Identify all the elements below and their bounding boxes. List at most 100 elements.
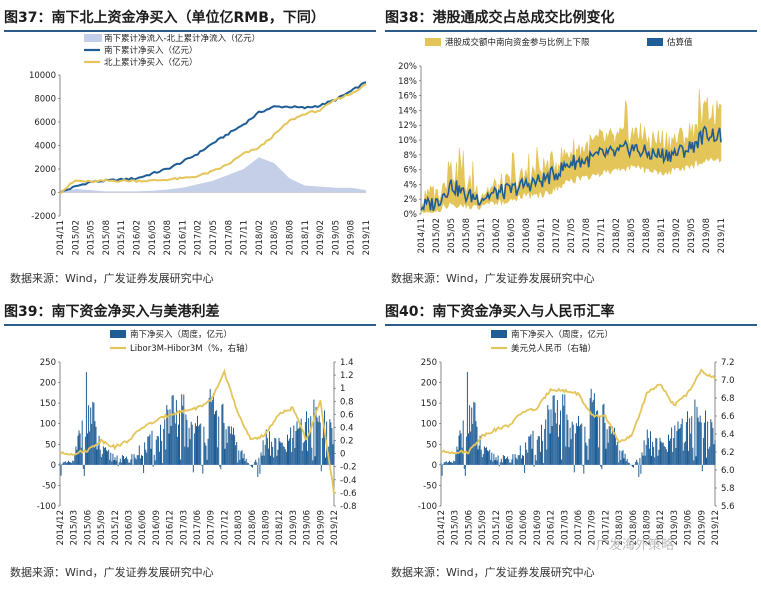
x-tick-label: 2017/08 (582, 218, 592, 253)
y-tick-label: 2000 (34, 165, 56, 175)
x-tick-label: 2018/08 (642, 218, 652, 253)
y2-tick-label: 7.2 (721, 358, 735, 368)
legend-swatch (491, 330, 507, 338)
x-tick-label: 2017/12 (601, 510, 611, 545)
x-tick-label: 2016/05 (148, 220, 158, 255)
x-tick-label: 2017/02 (194, 220, 204, 255)
y2-tick-label: 0 (340, 450, 345, 460)
x-tick-label: 2016/05 (507, 218, 517, 253)
x-tick-label: 2015/06 (83, 510, 93, 545)
x-tick-label: 2016/09 (533, 510, 543, 545)
legend-label: 南下累计净流入-北上累计净流入（亿元） (104, 34, 260, 44)
x-tick-label: 2016/03 (125, 510, 135, 545)
series-line-1 (59, 81, 367, 194)
x-tick-label: 2018/09 (643, 510, 653, 545)
y-tick-label: 18% (398, 77, 417, 87)
y-tick-label: 100 (40, 420, 56, 430)
y-tick-label: 250 (40, 358, 56, 368)
x-tick-label: 2015/12 (492, 510, 502, 545)
y-tick-label: 20% (398, 62, 417, 72)
x-tick-label: 2016/02 (133, 220, 143, 255)
y2-tick-label: -0.2 (340, 463, 357, 473)
x-tick-label: 2014/11 (417, 218, 427, 253)
x-tick-label: 2019/09 (697, 510, 707, 545)
chart-source: 数据来源：Wind，广发证券发展研究中心 (10, 272, 214, 285)
y-tick-label: 250 (421, 358, 437, 368)
y-tick-label: 200 (421, 379, 437, 389)
y-tick-label: 10% (398, 136, 417, 146)
y2-tick-label: 6.6 (721, 412, 735, 422)
chart-panel-40: 图40：南下资金净买入与人民币汇率 250 200 150 100 50 0 -50 -100… (385, 302, 757, 592)
x-tick-label: 2017/03 (560, 510, 570, 545)
chart-38-svg: 20% 18% 16% 14% 12% 10% 8% 6% 4% 2% 0%2014/11 2015/… (398, 37, 727, 253)
y2-tick-label: 1.4 (340, 358, 354, 368)
x-tick-label: 2014/12 (437, 510, 447, 545)
x-tick-label: 2015/12 (111, 510, 121, 545)
x-tick-label: 2018/02 (255, 220, 265, 255)
y-tick-label: 50 (426, 440, 437, 450)
legend-swatch (647, 38, 663, 46)
x-tick-label: 2015/08 (462, 218, 472, 253)
x-tick-label: 2016/08 (163, 220, 173, 255)
x-tick-label: 2018/03 (615, 510, 625, 545)
chart-title: 图40：南下资金净买入与人民币汇率 (385, 302, 757, 326)
x-tick-label: 2019/03 (289, 510, 299, 545)
y-tick-label: -100 (418, 502, 437, 512)
y-tick-label: 10000 (29, 71, 56, 81)
y-tick-label: -50 (42, 481, 56, 491)
x-tick-label: 2017/11 (597, 218, 607, 253)
x-tick-label: 2015/09 (478, 510, 488, 545)
series-band-range (420, 88, 722, 214)
x-tick-label: 2015/05 (447, 218, 457, 253)
legend-label: 南下净买入（周度，亿元） (511, 329, 613, 340)
y2-tick-label: 5.6 (721, 502, 735, 512)
legend-label: Libor3M-Hibor3M（%，右轴） (130, 343, 253, 354)
series-line-estimate (420, 125, 722, 212)
x-tick-label: 2017/03 (179, 510, 189, 545)
series-line-right-axis (59, 368, 335, 495)
y-tick-label: 4% (404, 180, 418, 190)
chart-title: 图39：南下资金净买入与美港利差 (4, 302, 376, 326)
x-tick-label: 2017/12 (220, 510, 230, 545)
series-line-right-axis (440, 368, 716, 455)
y2-tick-label: -0.6 (340, 489, 357, 499)
x-tick-label: 2018/06 (248, 510, 258, 545)
y-tick-label: 14% (398, 106, 417, 116)
x-tick-label: 2018/02 (612, 218, 622, 253)
chart-panel-37: 图37：南下北上资金净买入（单位亿RMB，下同） 10000 8000 6000 40… (4, 8, 376, 298)
x-tick-label: 2019/08 (347, 220, 357, 255)
y2-tick-label: 6.4 (721, 430, 735, 440)
x-tick-label: 2016/11 (178, 220, 188, 255)
y2-tick-label: 5.8 (721, 484, 735, 494)
y-tick-label: 150 (40, 399, 56, 409)
y2-tick-label: 6.2 (721, 448, 735, 458)
chart-source: 数据来源：Wind，广发证券发展研究中心 (391, 566, 595, 579)
x-tick-label: 2019/03 (670, 510, 680, 545)
x-tick-label: 2019/11 (717, 218, 727, 253)
y-tick-label: 16% (398, 92, 417, 102)
legend-swatch (84, 34, 102, 42)
legend-label: 美元兑人民币（右轴） (511, 343, 596, 354)
x-tick-label: 2019/06 (303, 510, 313, 545)
x-tick-label: 2017/05 (567, 218, 577, 253)
y-tick-label: -50 (423, 481, 437, 491)
x-tick-label: 2016/12 (166, 510, 176, 545)
y-tick-label: 0 (432, 461, 437, 471)
chart-panel-39: 图39：南下资金净买入与美港利差 250 200 150 100 50 0 -50 -100 2… (4, 302, 376, 592)
x-tick-label: 2017/09 (207, 510, 217, 545)
x-tick-label: 2018/11 (657, 218, 667, 253)
legend-label: 北上累计净买入（亿元） (104, 57, 198, 68)
y2-tick-label: 1 (340, 384, 345, 394)
y2-tick-label: 0.4 (340, 423, 354, 433)
y-tick-label: 4000 (34, 142, 56, 152)
x-tick-label: 2016/03 (506, 510, 516, 545)
x-tick-label: 2015/02 (71, 220, 81, 255)
y-tick-label: -2000 (31, 212, 56, 222)
y2-tick-label: 0.6 (340, 410, 354, 420)
x-tick-label: 2014/12 (56, 510, 66, 545)
y-tick-label: 0 (51, 461, 56, 471)
series-area-net-flow (60, 157, 366, 193)
y-tick-label: 8% (404, 151, 418, 161)
